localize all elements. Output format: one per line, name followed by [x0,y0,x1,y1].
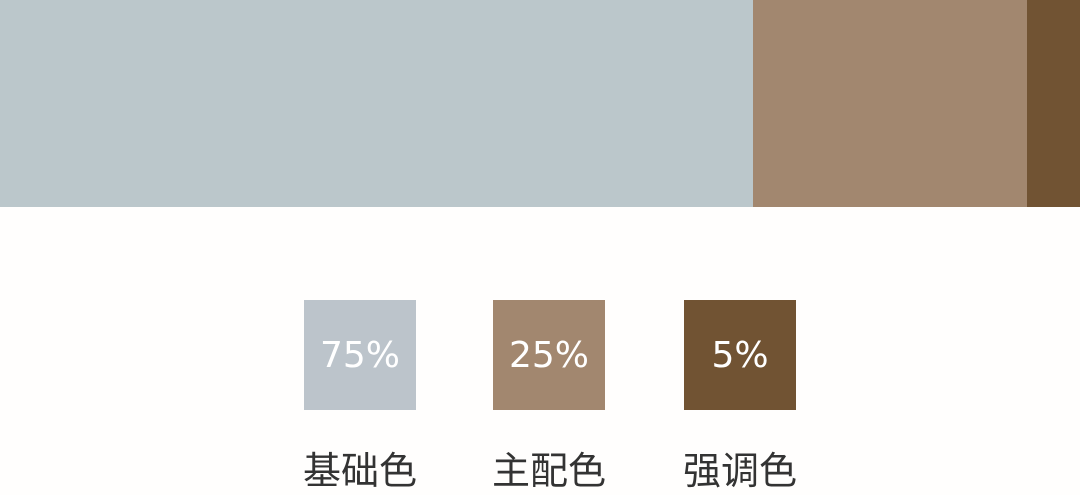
accent-color-label: 强调色 [682,449,797,493]
accent-color-swatch: 5% [684,300,796,410]
base-color-swatch: 75% [304,300,416,410]
main-percent: 25% [508,334,589,376]
accent-color-bar [1027,0,1080,207]
base-percent: 75% [319,334,400,376]
accent-percent: 5% [711,334,769,376]
main-color-swatch: 25% [493,300,605,410]
main-color-bar [753,0,1027,207]
base-color-bar [0,0,753,207]
base-color-label: 基础色 [302,449,417,493]
main-color-label: 主配色 [491,449,606,493]
